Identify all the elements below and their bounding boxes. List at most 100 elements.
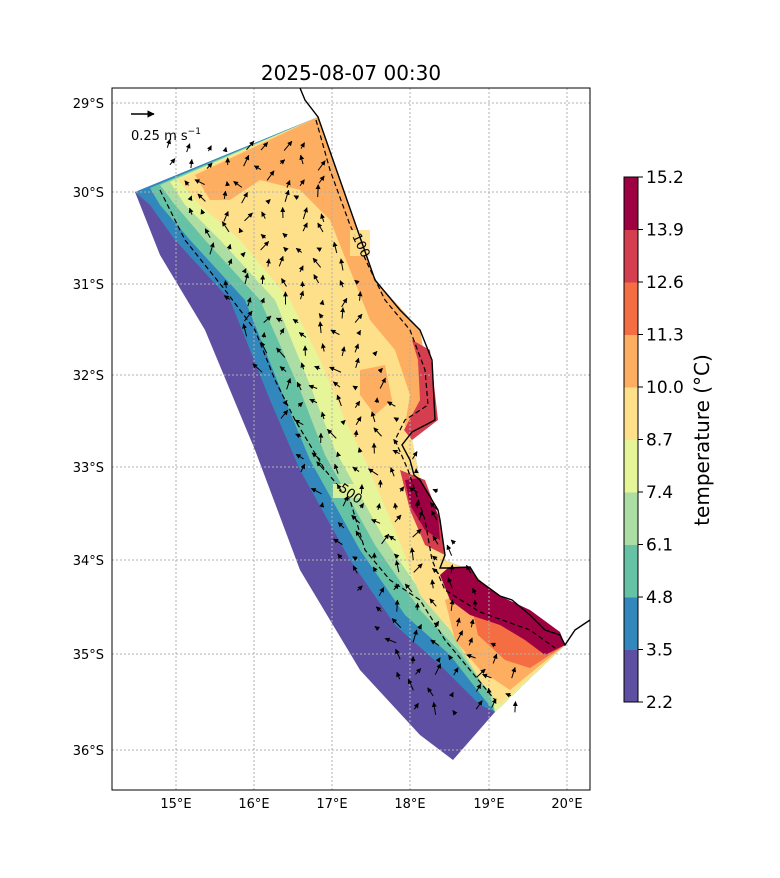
colorbar-segment (624, 492, 638, 545)
velocity-arrow (333, 463, 339, 474)
colorbar-segment (624, 597, 638, 650)
velocity-arrow (429, 598, 437, 607)
velocity-arrow (312, 257, 322, 268)
velocity-arrow (317, 321, 323, 334)
velocity-arrow (432, 567, 440, 575)
velocity-arrow (340, 346, 346, 357)
velocity-arrow (450, 539, 457, 545)
velocity-arrow (354, 279, 360, 285)
velocity-arrow (319, 299, 325, 306)
velocity-arrow (475, 683, 482, 692)
colorbar-tick-label: 7.4 (646, 483, 673, 503)
velocity-arrow (299, 154, 305, 165)
velocity-arrow (204, 228, 211, 238)
velocity-arrow (227, 258, 233, 266)
velocity-arrow (413, 702, 419, 710)
velocity-arrow (280, 409, 289, 419)
y-tick-label: 33°S (73, 461, 104, 476)
velocity-arrow (384, 637, 397, 644)
velocity-arrow (279, 366, 287, 372)
velocity-arrow (260, 142, 269, 151)
velocity-arrow (368, 468, 379, 476)
velocity-arrow (299, 179, 305, 187)
velocity-arrow (391, 618, 402, 629)
velocity-arrow (453, 667, 459, 676)
velocity-arrow (246, 297, 252, 307)
velocity-arrow (209, 242, 215, 255)
velocity-arrow (434, 663, 442, 675)
velocity-arrow (246, 140, 255, 151)
velocity-arrow (434, 620, 440, 628)
warm-patch-offshore (360, 365, 392, 415)
velocity-arrow (311, 452, 321, 460)
velocity-arrow (432, 555, 438, 561)
velocity-arrow (309, 398, 318, 404)
velocity-arrow (286, 377, 292, 390)
velocity-arrow (233, 181, 243, 188)
velocity-arrow (388, 535, 396, 541)
velocity-arrow (356, 329, 362, 336)
velocity-arrow (332, 241, 338, 254)
velocity-arrow (415, 668, 422, 675)
velocity-arrow (302, 222, 308, 232)
colorbar-tick-label: 15.2 (646, 168, 684, 188)
velocity-arrow (265, 199, 271, 205)
x-tick-labels: 15°E 16°E 17°E 18°E 19°E 20°E (160, 797, 582, 812)
velocity-arrow (354, 313, 363, 323)
velocity-arrow (490, 642, 496, 648)
velocity-arrow (313, 274, 320, 284)
velocity-arrow (320, 343, 326, 352)
velocity-arrow (387, 401, 396, 407)
velocity-arrow (354, 357, 360, 369)
y-tick-label: 30°S (73, 186, 104, 201)
velocity-arrow (319, 502, 325, 508)
velocity-arrow (390, 467, 395, 477)
velocity-arrow (300, 142, 305, 149)
velocity-arrow (392, 449, 400, 455)
velocity-arrow (260, 241, 270, 251)
velocity-arrow (206, 162, 213, 169)
velocity-arrow (223, 210, 229, 222)
velocity-arrow (223, 295, 231, 301)
velocity-arrow (314, 365, 321, 371)
velocity-arrow (393, 417, 400, 423)
velocity-arrow (447, 577, 453, 589)
velocity-arrow (327, 429, 337, 439)
velocity-arrow (468, 637, 473, 646)
velocity-arrow (298, 332, 307, 338)
velocity-arrow (200, 209, 206, 215)
velocity-arrow (342, 495, 349, 507)
grid-lines (112, 88, 590, 790)
velocity-arrow (354, 400, 361, 408)
velocity-arrow (278, 255, 284, 267)
velocity-arrow (372, 350, 378, 357)
velocity-arrow (296, 381, 302, 391)
velocity-arrow (318, 175, 325, 184)
velocity-arrow (352, 565, 358, 574)
velocity-arrow (188, 158, 194, 169)
velocity-arrow (329, 366, 342, 373)
velocity-arrow (378, 587, 385, 597)
velocity-arrow (223, 280, 229, 289)
colorbar-tick-label: 3.5 (646, 641, 673, 661)
y-tick-labels: 29°S 30°S 31°S 32°S 33°S 34°S 35°S 36°S (73, 97, 104, 759)
velocity-arrow (352, 466, 360, 472)
velocity-arrow (261, 332, 267, 338)
velocity-arrow (358, 502, 365, 509)
velocity-arrow (394, 599, 400, 612)
map-area: 100 500 (112, 88, 590, 790)
velocity-arrow (455, 617, 461, 627)
velocity-arrow (505, 692, 512, 698)
velocity-arrow (351, 514, 360, 524)
velocity-arrow (275, 317, 283, 323)
velocity-arrows (166, 138, 518, 716)
colorbar-tick-label: 13.9 (646, 221, 684, 241)
velocity-arrow (337, 553, 343, 560)
velocity-arrow (374, 397, 380, 403)
velocity-arrow (393, 584, 400, 591)
velocity-arrow (316, 247, 323, 253)
velocity-arrow (430, 579, 436, 589)
velocity-arrow (337, 522, 345, 529)
velocity-arrow (316, 461, 325, 471)
velocity-arrow (412, 451, 418, 460)
